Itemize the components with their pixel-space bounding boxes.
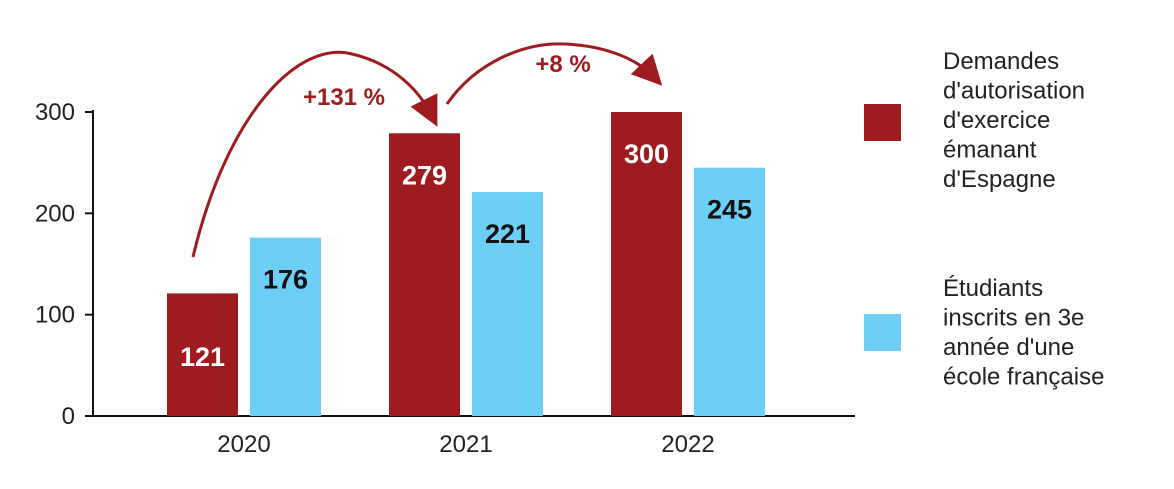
x-tick-label: 2020 xyxy=(217,431,270,458)
y-tick-label: 100 xyxy=(35,302,75,329)
legend-swatch xyxy=(864,104,901,141)
bar xyxy=(389,133,460,416)
y-tick-label: 0 xyxy=(62,403,75,430)
legend-label: année d'une xyxy=(943,334,1074,361)
bar xyxy=(611,112,682,416)
bar xyxy=(167,293,238,416)
growth-annotations: +131 % +8 % xyxy=(191,42,663,258)
legend-label: émanant xyxy=(943,137,1037,164)
growth-label: +131 % xyxy=(303,84,385,111)
y-tick-label: 300 xyxy=(35,99,75,126)
growth-arrow xyxy=(445,42,663,105)
bar-value-label: 245 xyxy=(707,195,752,225)
growth-label: +8 % xyxy=(535,51,590,78)
legend-label: Demandes xyxy=(943,48,1059,75)
legend-swatch xyxy=(864,314,901,351)
x-tick-label: 2022 xyxy=(661,431,714,458)
bar xyxy=(472,192,543,416)
bar xyxy=(694,167,765,416)
legend-label: d'Espagne xyxy=(943,166,1056,193)
legend-label: d'exercice xyxy=(943,107,1050,134)
legend-label: Étudiants xyxy=(943,275,1043,302)
legend-label: d'autorisation xyxy=(943,78,1085,105)
bar-value-label: 176 xyxy=(263,265,308,295)
y-tick-label: 200 xyxy=(35,200,75,227)
legend-label: inscrits en 3e xyxy=(943,305,1084,332)
bar-value-label: 279 xyxy=(402,160,447,190)
bar xyxy=(250,237,321,416)
chart-bars: 121 279 300 176 221 245 xyxy=(167,112,765,416)
growth-arrow xyxy=(191,50,438,258)
legend-label: école française xyxy=(943,364,1104,391)
bar-value-label: 121 xyxy=(180,342,225,372)
bar-value-label: 221 xyxy=(485,219,530,249)
bar-value-label: 300 xyxy=(624,139,669,169)
x-tick-label: 2021 xyxy=(439,431,492,458)
